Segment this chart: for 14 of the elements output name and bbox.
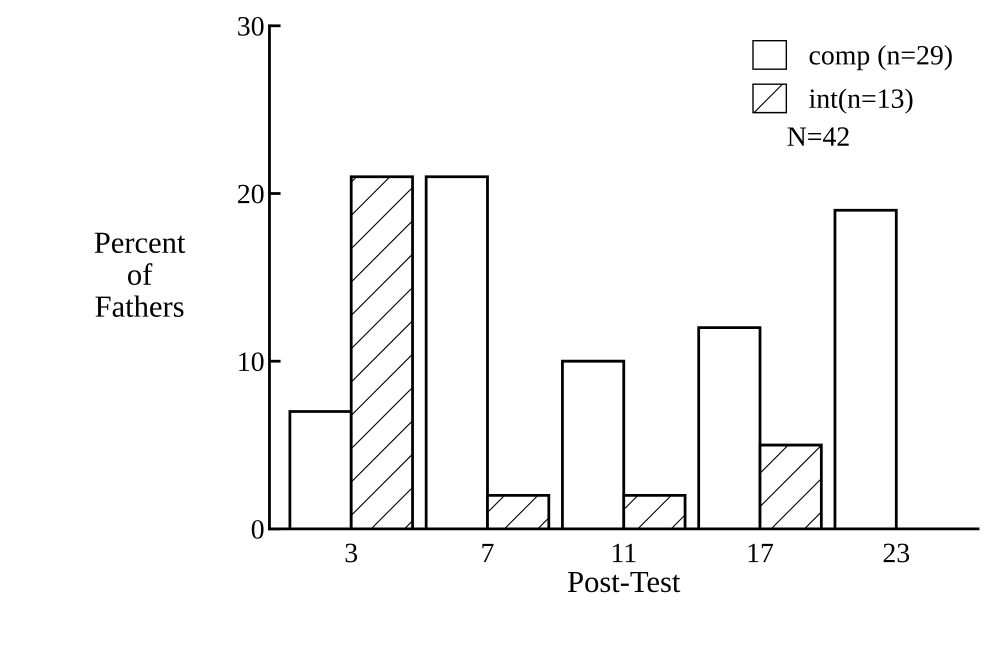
legend-label: int(n=13) [809,88,912,114]
x-tick-label: 23 [884,544,910,562]
y-tick-label: 20 [238,184,264,204]
legend-label: comp (n=29) [810,45,952,70]
x-axis-title: Post-Test [568,572,680,592]
y-tick-label: 30 [238,16,264,36]
x-tick-label: 11 [612,544,636,562]
y-axis-title: Percent of Fathers [94,232,186,317]
x-tick-label: 7 [482,544,494,562]
x-tick-label: 17 [748,544,774,562]
x-tick-label: 3 [346,544,358,562]
y-tick-label: 10 [239,352,264,372]
y-tick-label: 0 [252,520,264,539]
annotation: N=42 [788,127,849,146]
